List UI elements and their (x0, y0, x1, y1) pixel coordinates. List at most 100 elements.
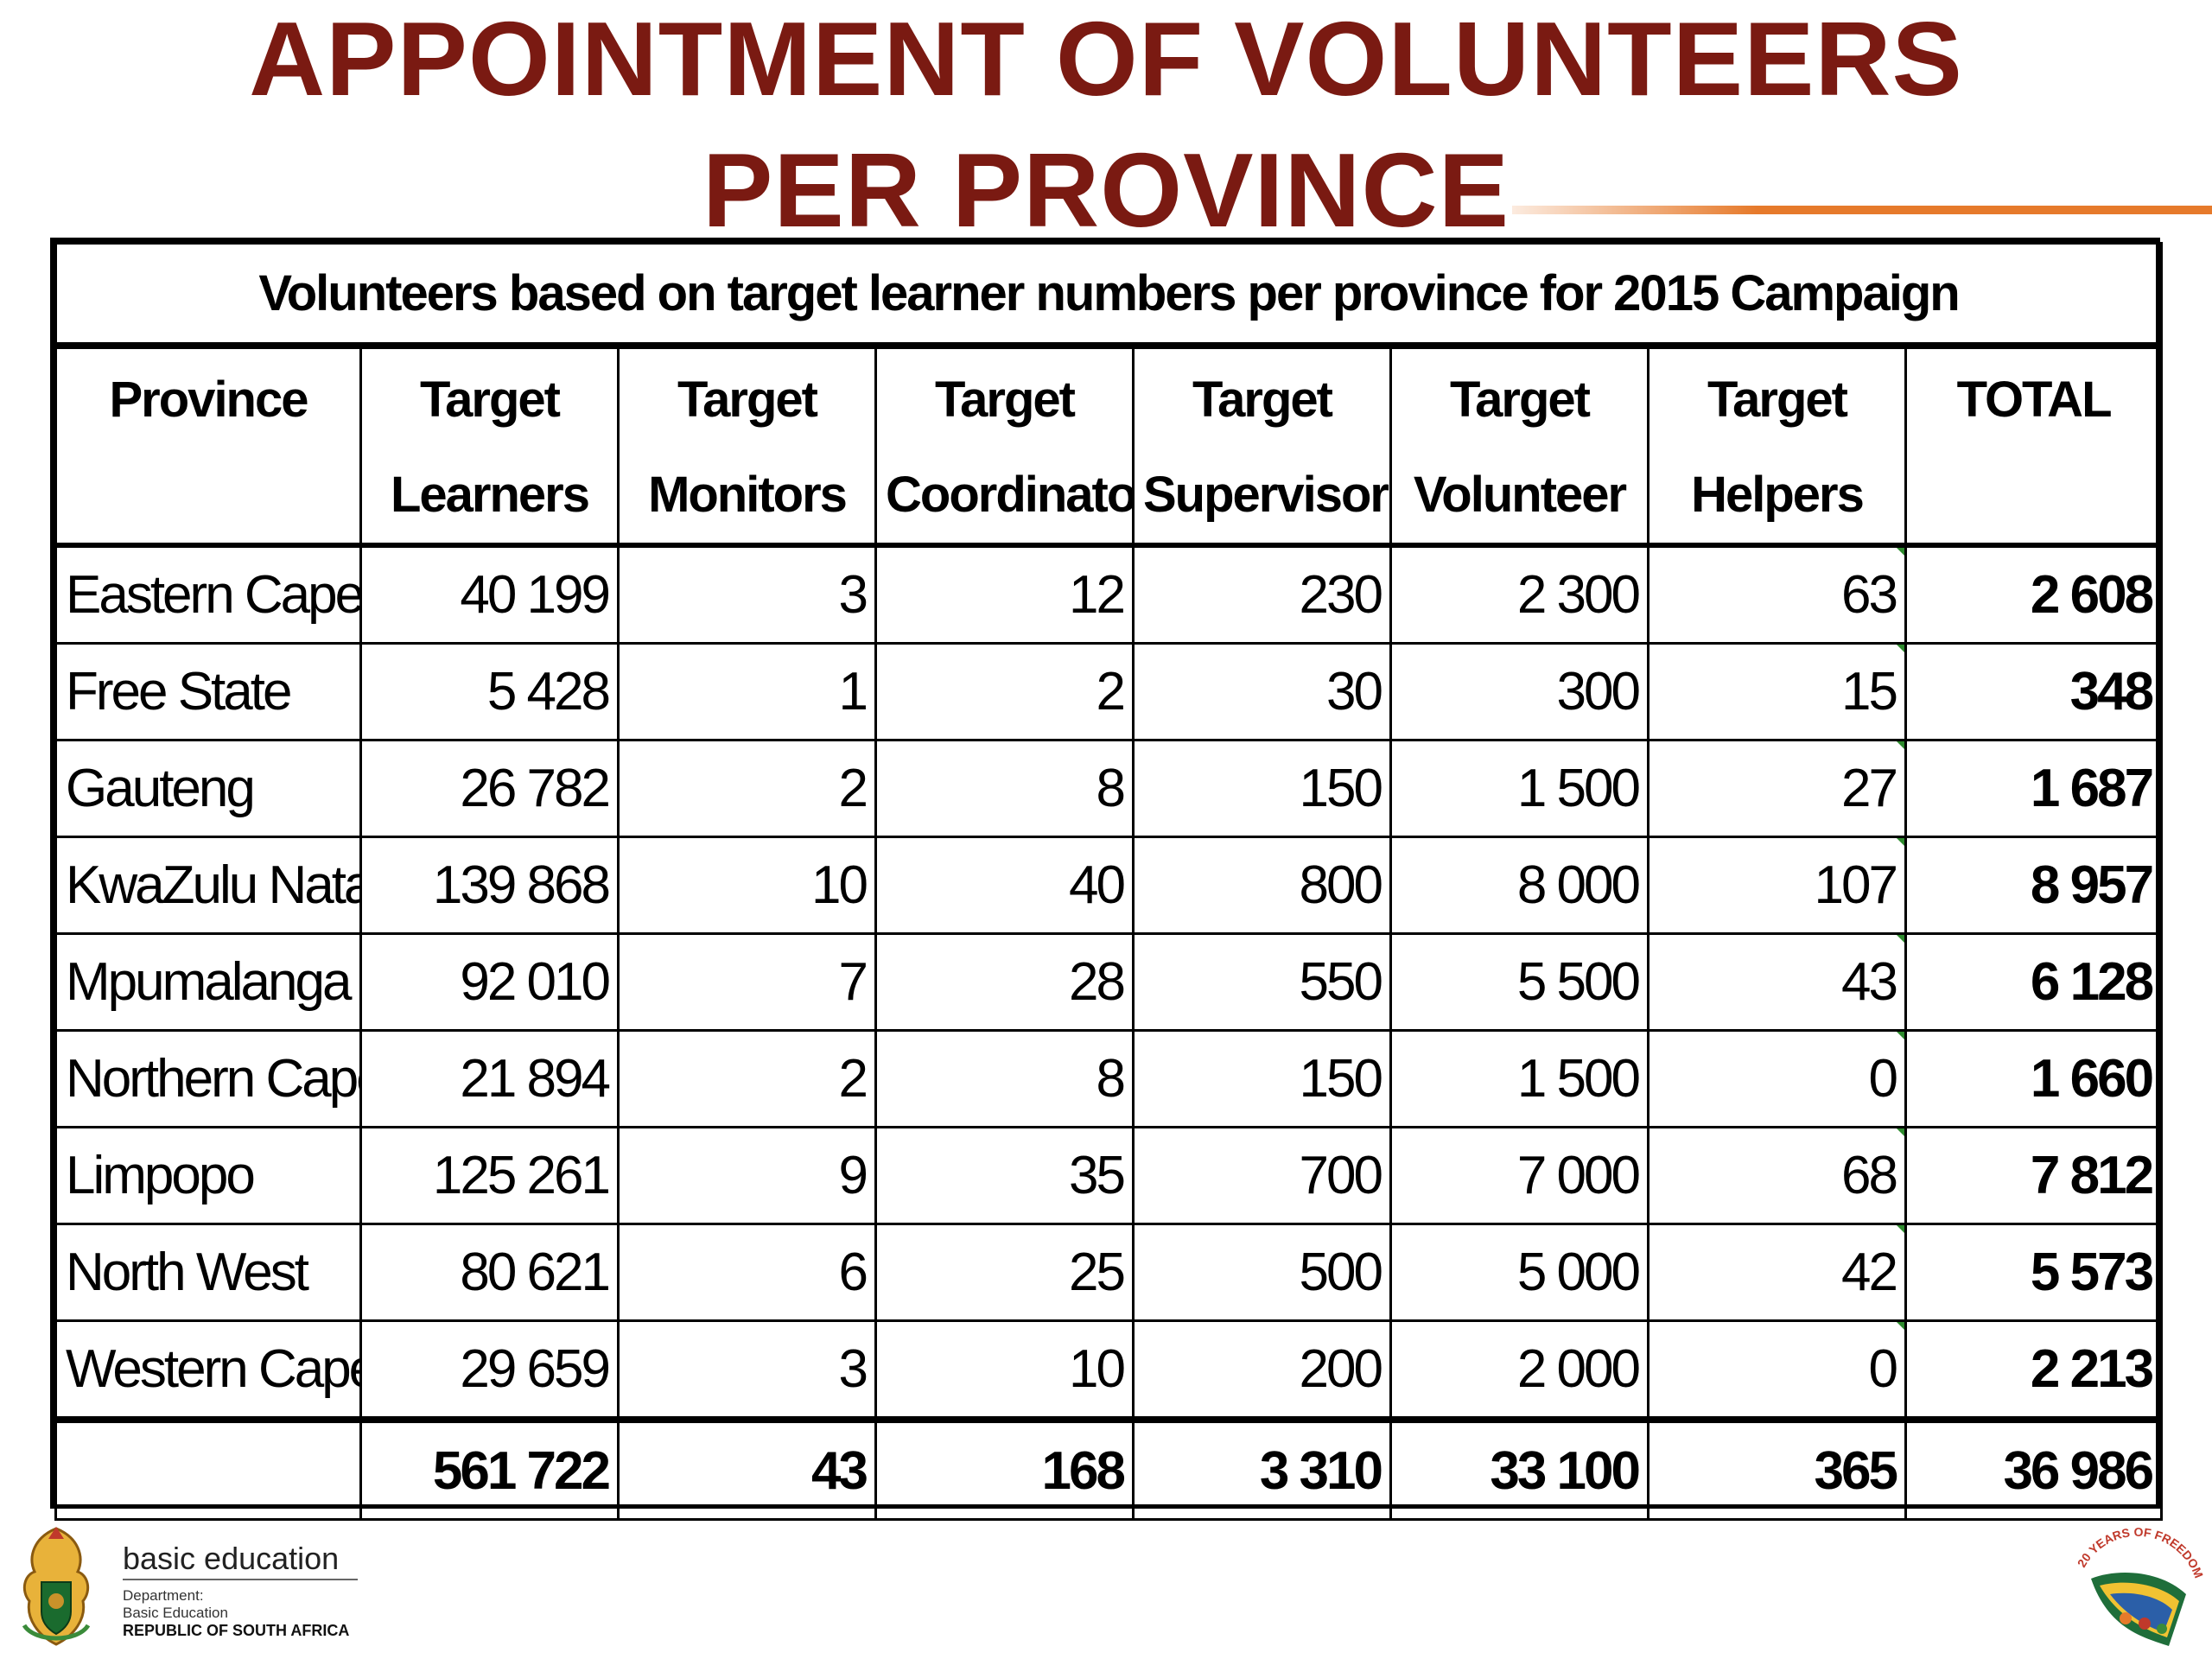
value-cell: 5 428 (359, 642, 620, 741)
table-body: Eastern Cape 40 199 3 12 230 2 300 63 2 608 Free… (54, 543, 2164, 1421)
value-cell: 92 010 (359, 932, 620, 1032)
column-header-line: Monitors (648, 467, 848, 523)
grand-total-cell (54, 1416, 362, 1521)
column-header-line: Target (420, 372, 561, 428)
svg-text:20 YEARS OF FREEDOM: 20 YEARS OF FREEDOM (2075, 1525, 2206, 1580)
value-cell: 43 (1647, 932, 1907, 1032)
province-cell: KwaZulu Natal (54, 836, 362, 935)
column-header: Target Coordinators (874, 344, 1135, 548)
total-cell: 8 957 (1904, 836, 2164, 935)
value-cell: 40 (874, 836, 1135, 935)
value-cell: 125 261 (359, 1126, 620, 1225)
grand-total-cell: 365 (1647, 1416, 1907, 1521)
column-header-line: Target (677, 372, 818, 428)
value-cell: 5 500 (1389, 932, 1649, 1032)
column-header-line: Target (935, 372, 1076, 428)
value-cell: 63 (1647, 543, 1907, 645)
value-cell: 150 (1132, 1029, 1392, 1128)
value-cell: 10 (617, 836, 877, 935)
value-cell: 2 (874, 642, 1135, 741)
value-cell: 300 (1389, 642, 1649, 741)
dept-line-2: Basic Education (123, 1605, 228, 1621)
table-row: Free State 5 428 1 2 30 300 15 348 (54, 642, 2164, 741)
dept-line-1: Department: (123, 1587, 204, 1604)
value-cell: 5 000 (1389, 1223, 1649, 1322)
value-cell: 29 659 (359, 1319, 620, 1421)
value-cell: 1 500 (1389, 1029, 1649, 1128)
column-header-line: Supervisor (1143, 467, 1389, 523)
total-cell: 2 608 (1904, 543, 2164, 645)
table-row: KwaZulu Natal 139 868 10 40 800 8 000 107 8 957 (54, 836, 2164, 935)
value-cell: 30 (1132, 642, 1392, 741)
value-cell: 15 (1647, 642, 1907, 741)
total-cell: 5 573 (1904, 1223, 2164, 1322)
value-cell: 8 (874, 739, 1135, 838)
brand-name: basic education (123, 1541, 340, 1576)
value-cell: 80 621 (359, 1223, 620, 1322)
value-cell: 230 (1132, 543, 1392, 645)
value-cell: 150 (1132, 739, 1392, 838)
total-cell: 2 213 (1904, 1319, 2164, 1421)
table-row: Western Cape 29 659 3 10 200 2 000 0 2 213 (54, 1319, 2164, 1421)
accent-line (1512, 206, 2212, 214)
grand-total-cell: 33 100 (1389, 1416, 1649, 1521)
total-cell: 7 812 (1904, 1126, 2164, 1225)
province-cell: Free State (54, 642, 362, 741)
value-cell: 28 (874, 932, 1135, 1032)
brand-divider (123, 1579, 358, 1580)
dept-line-3: REPUBLIC OF SOUTH AFRICA (123, 1622, 350, 1639)
total-cell: 348 (1904, 642, 2164, 741)
column-header-line: Target (1450, 372, 1591, 428)
province-cell: Northern Cape (54, 1029, 362, 1128)
province-cell: North West (54, 1223, 362, 1322)
department-logo: basic education Department: Basic Educat… (5, 1518, 368, 1656)
value-cell: 8 000 (1389, 836, 1649, 935)
column-header-line: Coordinators (886, 467, 1134, 523)
value-cell: 0 (1647, 1319, 1907, 1421)
value-cell: 2 (617, 739, 877, 838)
value-cell: 2 000 (1389, 1319, 1649, 1421)
column-header: TOTAL (1904, 344, 2164, 548)
value-cell: 9 (617, 1126, 877, 1225)
value-cell: 35 (874, 1126, 1135, 1225)
column-header: Target Helpers (1647, 344, 1907, 548)
table-row: Mpumalanga 92 010 7 28 550 5 500 43 6 128 (54, 932, 2164, 1032)
page-title-line-1: APPOINTMENT OF VOLUNTEERS (249, 0, 1963, 118)
province-cell: Gauteng (54, 739, 362, 838)
column-header-line: Learners (390, 467, 590, 523)
value-cell: 2 (617, 1029, 877, 1128)
value-cell: 26 782 (359, 739, 620, 838)
column-header-line: Province (109, 372, 309, 428)
value-cell: 139 868 (359, 836, 620, 935)
value-cell: 1 500 (1389, 739, 1649, 838)
value-cell: 800 (1132, 836, 1392, 935)
province-cell: Eastern Cape (54, 543, 362, 645)
table-row: Limpopo 125 261 9 35 700 7 000 68 7 812 (54, 1126, 2164, 1225)
table-row: Northern Cape 21 894 2 8 150 1 500 0 1 660 (54, 1029, 2164, 1128)
column-header-line: Target (1192, 372, 1333, 428)
value-cell: 68 (1647, 1126, 1907, 1225)
table-header-row: Province Target Learners Target Monitors Targ… (54, 344, 2164, 548)
value-cell: 1 (617, 642, 877, 741)
column-header: Target Monitors (617, 344, 877, 548)
table-row: Eastern Cape 40 199 3 12 230 2 300 63 2 608 (54, 543, 2164, 645)
value-cell: 40 199 (359, 543, 620, 645)
column-header: Province (54, 344, 362, 548)
freedom-logo-text: 20 YEARS OF FREEDOM (2075, 1525, 2206, 1580)
page-title: APPOINTMENT OF VOLUNTEERS PER PROVINCE (0, 0, 2212, 256)
total-cell: 1 660 (1904, 1029, 2164, 1128)
province-cell: Western Cape (54, 1319, 362, 1421)
coat-of-arms-icon (22, 1527, 91, 1646)
value-cell: 25 (874, 1223, 1135, 1322)
value-cell: 42 (1647, 1223, 1907, 1322)
column-header-line: TOTAL (1956, 372, 2113, 428)
value-cell: 21 894 (359, 1029, 620, 1128)
table-totals-row: 561 722 43 168 3 310 33 100 365 36 986 (54, 1416, 2164, 1521)
value-cell: 3 (617, 1319, 877, 1421)
value-cell: 8 (874, 1029, 1135, 1128)
value-cell: 3 (617, 543, 877, 645)
grand-total-cell: 561 722 (359, 1416, 620, 1521)
grand-total-cell: 3 310 (1132, 1416, 1392, 1521)
volunteers-table: Volunteers based on target learner numbe… (54, 242, 2164, 1521)
column-header: Target Volunteer (1389, 344, 1649, 548)
